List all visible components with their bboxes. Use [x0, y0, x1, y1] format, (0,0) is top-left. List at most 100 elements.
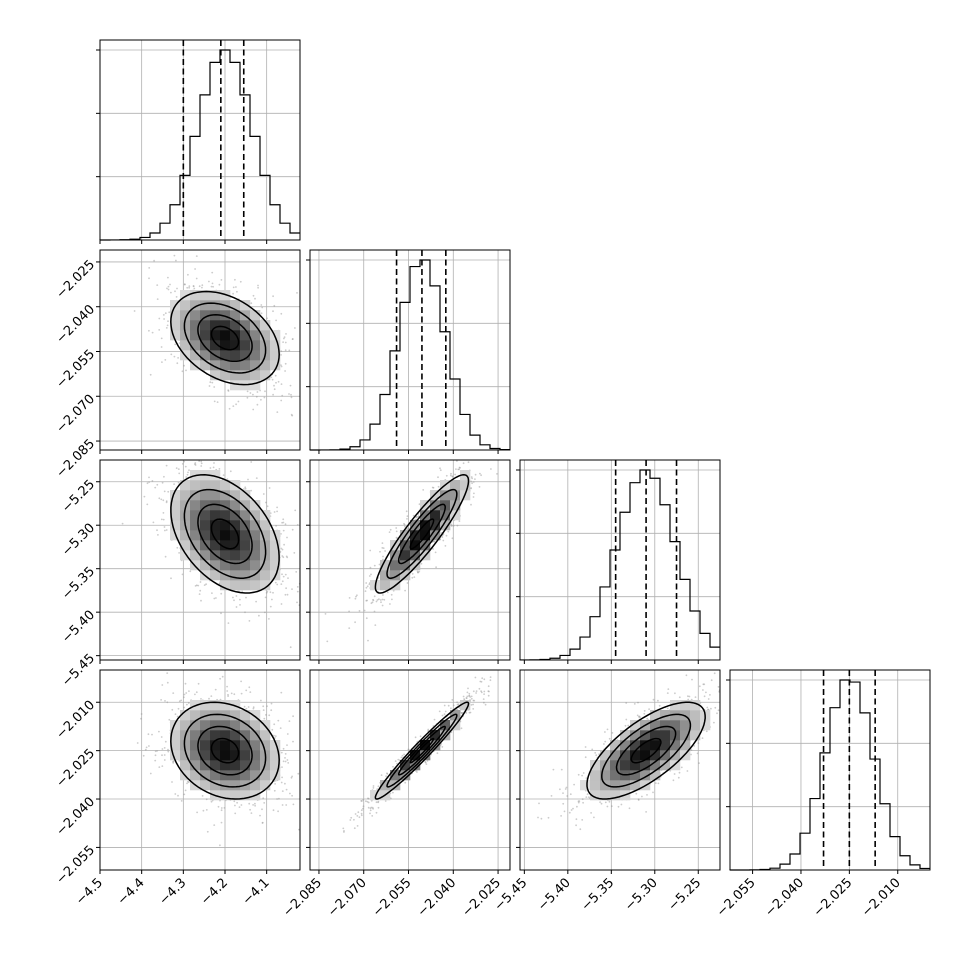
- sample-point: [183, 793, 186, 796]
- sample-point: [250, 489, 253, 492]
- sample-point: [472, 703, 474, 706]
- sample-point: [281, 548, 284, 551]
- density-cell: [230, 580, 241, 591]
- sample-point: [375, 801, 378, 804]
- sample-point: [395, 530, 398, 533]
- density-cell: [210, 730, 221, 741]
- density-cell: [240, 530, 251, 541]
- sample-point: [209, 381, 212, 384]
- sample-point: [439, 469, 442, 472]
- sample-point: [400, 756, 403, 759]
- sample-point: [467, 461, 470, 464]
- sample-point: [195, 277, 198, 280]
- sample-point: [389, 603, 391, 605]
- density-cell: [240, 360, 251, 371]
- sample-point: [413, 576, 416, 578]
- sample-point: [243, 705, 246, 708]
- sample-point: [285, 555, 288, 558]
- sample-point: [479, 472, 481, 475]
- sample-point: [196, 811, 199, 814]
- sample-point: [187, 781, 190, 784]
- sample-point: [183, 460, 186, 463]
- sample-point: [456, 524, 459, 527]
- sample-point: [425, 763, 428, 765]
- sample-point: [356, 594, 358, 597]
- sample-point: [156, 483, 159, 486]
- density-cell: [270, 340, 281, 351]
- sample-point: [465, 712, 468, 714]
- density-cell: [200, 760, 211, 771]
- panel-3-2: [516, 669, 721, 874]
- density-cell: [240, 580, 251, 591]
- sample-point: [237, 400, 240, 403]
- sample-point: [239, 604, 241, 606]
- sample-point: [286, 593, 289, 596]
- sample-point: [252, 408, 255, 411]
- density-cell: [210, 510, 221, 521]
- sample-point: [290, 393, 292, 396]
- density-cell: [210, 740, 221, 751]
- sample-point: [220, 807, 223, 809]
- sample-point: [292, 803, 295, 806]
- sample-point: [151, 331, 154, 334]
- sample-point: [478, 687, 481, 690]
- sample-point: [236, 290, 238, 293]
- density-cell: [180, 310, 191, 321]
- sample-point: [257, 284, 259, 287]
- sample-point: [244, 611, 246, 614]
- sample-point: [154, 759, 157, 762]
- sample-point: [180, 800, 183, 802]
- density-cell: [240, 540, 251, 551]
- sample-point: [560, 815, 562, 817]
- sample-point: [392, 791, 394, 794]
- density-cell: [170, 330, 181, 341]
- sample-point: [205, 798, 208, 801]
- sample-point: [232, 292, 235, 295]
- density-cell: [210, 480, 221, 491]
- sample-point: [235, 595, 238, 597]
- density-cell: [200, 530, 211, 541]
- sample-point: [158, 730, 160, 733]
- sample-point: [363, 609, 366, 612]
- density-cell: [230, 790, 241, 801]
- density-cell: [400, 760, 411, 771]
- sample-point: [488, 690, 490, 693]
- sample-point: [291, 775, 293, 778]
- sample-point: [136, 742, 139, 744]
- sample-point: [199, 589, 202, 592]
- sample-point: [443, 704, 446, 707]
- sample-point: [276, 506, 278, 509]
- density-cell: [200, 710, 211, 721]
- density-cell: [190, 760, 201, 771]
- sample-point: [181, 463, 184, 465]
- sample-point: [289, 792, 291, 795]
- density-cell: [210, 760, 221, 771]
- sample-point: [379, 550, 381, 553]
- sample-point: [149, 772, 152, 775]
- sample-point: [176, 362, 179, 365]
- contour-2: [170, 290, 280, 386]
- density-cell: [190, 740, 201, 751]
- sample-point: [375, 811, 378, 814]
- sample-point: [226, 685, 229, 688]
- sample-point: [275, 319, 277, 322]
- sample-point: [173, 355, 176, 358]
- sample-point: [148, 329, 150, 332]
- density-cell: [220, 310, 231, 321]
- density-cell: [390, 770, 401, 781]
- sample-point: [297, 772, 300, 775]
- contour-1: [197, 725, 253, 776]
- sample-point: [365, 582, 368, 584]
- density-cell: [200, 730, 211, 741]
- sample-point: [230, 692, 233, 695]
- sample-point: [157, 534, 159, 536]
- density-cell: [460, 700, 471, 711]
- sample-point: [444, 545, 447, 547]
- sample-point: [178, 760, 181, 762]
- density-cell: [220, 780, 231, 791]
- sample-point: [220, 592, 223, 595]
- sample-point: [296, 292, 298, 294]
- sample-point: [205, 809, 208, 811]
- sample-point: [386, 591, 389, 594]
- sample-point: [280, 547, 283, 550]
